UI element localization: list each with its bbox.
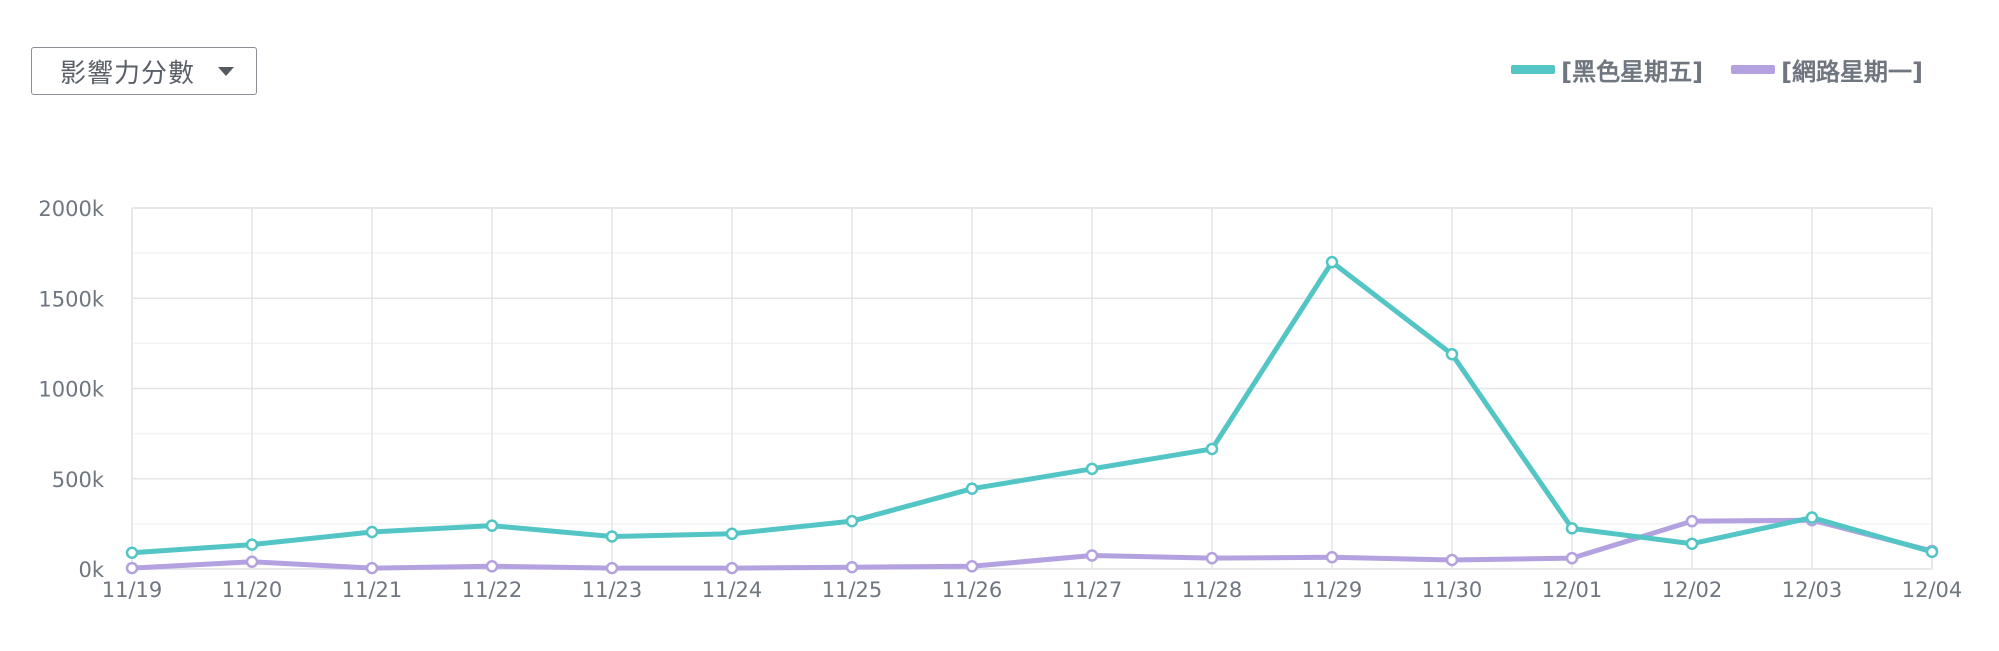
data-point-0 xyxy=(845,514,859,528)
data-point-0 xyxy=(365,525,379,539)
data-point-1 xyxy=(605,561,619,575)
data-point-0 xyxy=(965,482,979,495)
x-tick-label: 11/21 xyxy=(342,578,403,602)
x-tick-label: 12/03 xyxy=(1782,578,1843,602)
series-line-1 xyxy=(129,517,1935,571)
legend-swatch-cyber-monday xyxy=(1731,65,1776,74)
legend-swatch-black-friday xyxy=(1511,65,1556,74)
data-point-0 xyxy=(1445,347,1459,361)
y-tick-label: 500k xyxy=(52,468,105,492)
x-tick-label: 11/30 xyxy=(1422,578,1483,602)
x-tick-label: 11/25 xyxy=(822,578,883,602)
data-point-1 xyxy=(965,560,979,573)
data-point-1 xyxy=(1445,553,1459,567)
data-point-1 xyxy=(845,560,859,574)
data-point-1 xyxy=(1205,551,1219,565)
data-point-1 xyxy=(1085,549,1099,562)
y-tick-label: 1000k xyxy=(38,378,104,402)
legend-label-black-friday: [黑色星期五] xyxy=(1561,58,1704,86)
legend-item-cyber-monday[interactable]: [網路星期一] xyxy=(1731,52,1923,87)
data-point-1 xyxy=(485,560,499,573)
x-tick-label: 11/24 xyxy=(702,578,763,602)
data-point-0 xyxy=(1565,522,1579,535)
x-tick-label: 11/19 xyxy=(102,578,163,602)
x-tick-label: 11/28 xyxy=(1182,578,1243,602)
metric-dropdown-label: 影響力分數 xyxy=(60,58,196,89)
data-point-0 xyxy=(725,527,739,541)
data-point-0 xyxy=(1685,537,1699,550)
data-point-0 xyxy=(485,519,499,532)
data-point-1 xyxy=(125,561,139,575)
data-point-1 xyxy=(725,561,739,575)
chart-legend: [黑色星期五] [網路星期一] xyxy=(1511,52,1923,87)
metric-dropdown[interactable]: 影響力分數 xyxy=(31,47,257,95)
y-tick-label: 2000k xyxy=(38,197,104,221)
data-point-0 xyxy=(245,538,259,551)
x-tick-label: 12/04 xyxy=(1902,578,1963,602)
data-point-1 xyxy=(1685,514,1699,528)
x-tick-label: 11/29 xyxy=(1302,578,1363,602)
data-point-0 xyxy=(1325,255,1339,269)
data-point-0 xyxy=(1205,442,1219,456)
legend-item-black-friday[interactable]: [黑色星期五] xyxy=(1511,52,1703,87)
data-point-0 xyxy=(605,530,619,543)
data-point-1 xyxy=(245,555,259,569)
data-point-0 xyxy=(125,546,139,560)
data-point-0 xyxy=(1925,545,1939,559)
data-point-1 xyxy=(1565,551,1579,565)
x-tick-label: 12/01 xyxy=(1542,578,1603,602)
x-tick-label: 11/23 xyxy=(582,578,643,602)
data-point-0 xyxy=(1085,462,1099,476)
data-point-0 xyxy=(1805,511,1819,524)
x-tick-label: 11/26 xyxy=(942,578,1003,602)
x-tick-label: 11/20 xyxy=(222,578,283,602)
data-point-1 xyxy=(365,561,379,575)
y-tick-label: 0k xyxy=(78,558,104,582)
data-point-1 xyxy=(1325,551,1339,564)
y-tick-label: 1500k xyxy=(38,287,104,311)
x-tick-label: 12/02 xyxy=(1662,578,1723,602)
x-tick-label: 11/27 xyxy=(1062,578,1123,602)
caret-down-icon xyxy=(218,67,234,76)
legend-label-cyber-monday: [網路星期一] xyxy=(1781,58,1923,86)
series-line-0 xyxy=(129,259,1935,556)
x-tick-label: 11/22 xyxy=(462,578,523,602)
